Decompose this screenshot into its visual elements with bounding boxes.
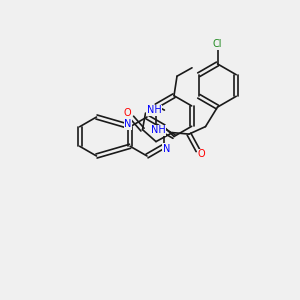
Text: Cl: Cl [213, 39, 222, 50]
Text: N: N [124, 119, 131, 129]
Text: NH: NH [146, 105, 161, 115]
Text: NH: NH [151, 125, 166, 135]
Text: N: N [163, 144, 170, 154]
Text: O: O [198, 149, 206, 159]
Text: O: O [124, 108, 131, 118]
